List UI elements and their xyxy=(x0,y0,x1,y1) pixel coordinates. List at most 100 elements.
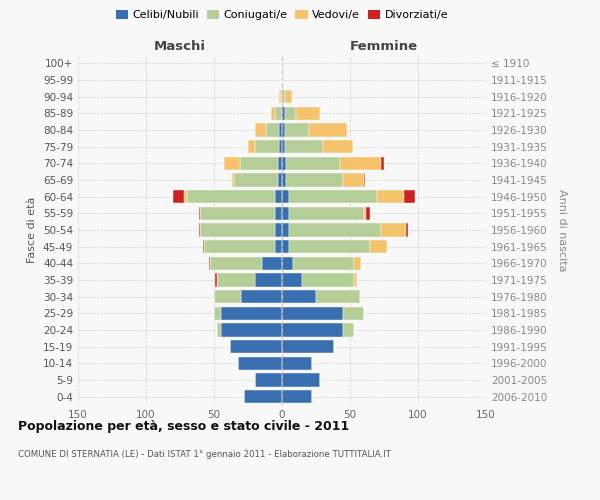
Bar xyxy=(309,124,347,136)
Bar xyxy=(289,190,377,203)
Text: Popolazione per età, sesso e stato civile - 2011: Popolazione per età, sesso e stato civil… xyxy=(18,420,349,433)
Bar xyxy=(232,174,235,186)
Bar xyxy=(255,274,282,286)
Bar xyxy=(282,156,286,170)
Bar xyxy=(282,290,316,304)
Bar xyxy=(278,174,282,186)
Bar xyxy=(210,256,262,270)
Bar xyxy=(406,224,409,236)
Bar xyxy=(293,256,354,270)
Bar xyxy=(323,140,353,153)
Bar xyxy=(275,206,282,220)
Bar xyxy=(215,274,217,286)
Y-axis label: Anni di nascita: Anni di nascita xyxy=(557,188,567,271)
Bar xyxy=(205,240,275,254)
Bar xyxy=(214,306,221,320)
Bar xyxy=(381,156,384,170)
Bar xyxy=(282,224,289,236)
Bar xyxy=(209,256,210,270)
Bar xyxy=(364,206,367,220)
Bar xyxy=(241,290,282,304)
Bar xyxy=(248,140,255,153)
Bar xyxy=(289,240,370,254)
Bar xyxy=(343,306,364,320)
Bar xyxy=(266,124,279,136)
Bar xyxy=(286,156,340,170)
Bar xyxy=(282,124,285,136)
Bar xyxy=(302,274,354,286)
Bar xyxy=(217,274,255,286)
Bar xyxy=(282,174,286,186)
Bar xyxy=(275,106,282,120)
Bar xyxy=(282,140,285,153)
Bar xyxy=(262,256,282,270)
Bar xyxy=(244,390,282,404)
Bar xyxy=(282,306,343,320)
Bar xyxy=(281,90,282,104)
Bar xyxy=(381,224,406,236)
Bar xyxy=(214,290,241,304)
Text: Maschi: Maschi xyxy=(154,40,206,52)
Bar xyxy=(275,190,282,203)
Bar xyxy=(377,190,404,203)
Bar xyxy=(316,290,359,304)
Bar xyxy=(199,206,200,220)
Bar xyxy=(238,356,282,370)
Bar xyxy=(200,206,275,220)
Bar xyxy=(235,174,278,186)
Bar xyxy=(286,174,343,186)
Bar xyxy=(255,374,282,386)
Bar xyxy=(187,190,275,203)
Bar xyxy=(275,240,282,254)
Text: COMUNE DI STERNATIA (LE) - Dati ISTAT 1° gennaio 2011 - Elaborazione TUTTITALIA.: COMUNE DI STERNATIA (LE) - Dati ISTAT 1°… xyxy=(18,450,391,459)
Bar xyxy=(370,240,387,254)
Bar xyxy=(364,174,365,186)
Bar xyxy=(224,156,240,170)
Bar xyxy=(271,106,275,120)
Bar xyxy=(217,324,221,336)
Bar xyxy=(200,224,275,236)
Bar xyxy=(282,240,289,254)
Bar xyxy=(282,90,285,104)
Bar xyxy=(275,224,282,236)
Bar xyxy=(282,340,334,353)
Bar xyxy=(343,174,364,186)
Bar xyxy=(173,190,184,203)
Bar xyxy=(221,324,282,336)
Bar xyxy=(404,190,415,203)
Bar xyxy=(296,106,320,120)
Bar xyxy=(282,274,302,286)
Legend: Celibi/Nubili, Coniugati/e, Vedovi/e, Divorziati/e: Celibi/Nubili, Coniugati/e, Vedovi/e, Di… xyxy=(112,6,452,25)
Bar xyxy=(354,256,361,270)
Bar xyxy=(367,206,370,220)
Bar xyxy=(285,124,309,136)
Bar xyxy=(289,224,381,236)
Bar xyxy=(255,140,279,153)
Bar xyxy=(199,224,200,236)
Bar xyxy=(221,306,282,320)
Bar xyxy=(203,240,205,254)
Bar xyxy=(282,190,289,203)
Bar xyxy=(279,124,282,136)
Bar xyxy=(289,206,364,220)
Bar xyxy=(278,156,282,170)
Bar xyxy=(282,390,312,404)
Bar xyxy=(255,124,266,136)
Text: Femmine: Femmine xyxy=(350,40,418,52)
Bar xyxy=(230,340,282,353)
Bar xyxy=(285,140,323,153)
Bar xyxy=(282,256,293,270)
Bar xyxy=(282,106,285,120)
Bar xyxy=(340,156,381,170)
Bar xyxy=(354,274,357,286)
Bar xyxy=(240,156,278,170)
Bar xyxy=(343,324,354,336)
Bar xyxy=(282,356,312,370)
Bar xyxy=(285,106,296,120)
Bar xyxy=(184,190,187,203)
Bar xyxy=(282,374,320,386)
Bar xyxy=(279,140,282,153)
Bar xyxy=(279,90,281,104)
Bar xyxy=(282,206,289,220)
Bar xyxy=(282,324,343,336)
